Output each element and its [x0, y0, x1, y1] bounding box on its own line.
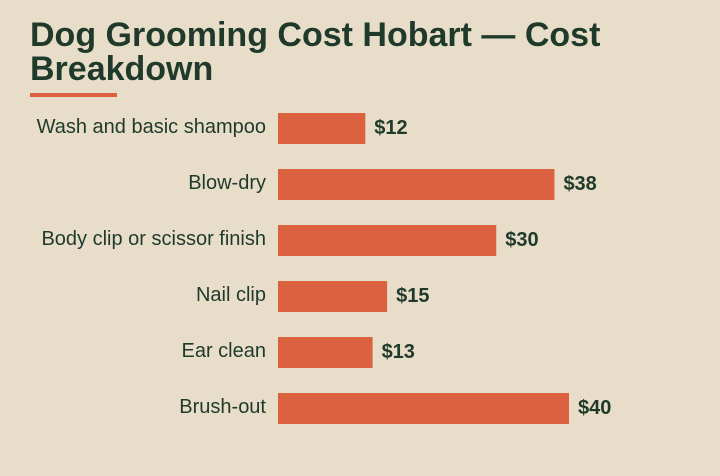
title-underline	[30, 93, 117, 97]
value-label: $38	[563, 173, 596, 195]
category-label: Nail clip	[196, 284, 266, 306]
value-label: $12	[374, 117, 407, 139]
category-label: Brush-out	[179, 396, 266, 418]
category-label: Blow-dry	[188, 172, 266, 194]
bar	[278, 281, 388, 312]
value-label: $15	[396, 285, 429, 307]
bar	[278, 225, 497, 256]
value-label: $13	[382, 341, 415, 363]
value-label: $30	[505, 229, 538, 251]
category-label: Ear clean	[182, 340, 267, 362]
category-label: Body clip or scissor finish	[41, 228, 266, 250]
bar	[278, 113, 366, 144]
chart-title: Dog Grooming Cost Hobart — Cost Breakdow…	[30, 16, 601, 88]
value-label: $40	[578, 397, 611, 419]
bar	[278, 337, 373, 368]
bar	[278, 393, 569, 424]
category-label: Wash and basic shampoo	[37, 116, 266, 138]
bar	[278, 169, 555, 200]
